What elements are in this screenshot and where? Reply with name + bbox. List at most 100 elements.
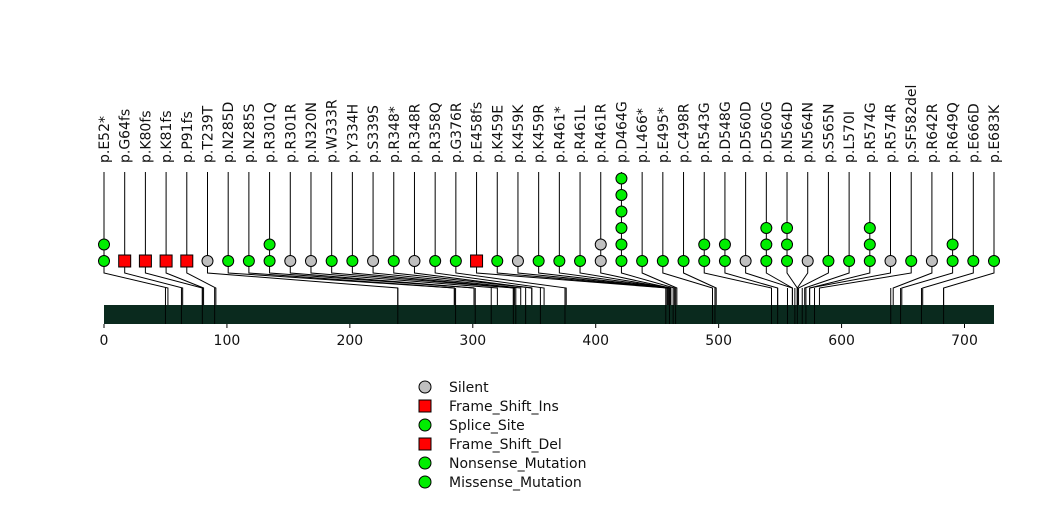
mutation-marker-square [470, 254, 484, 268]
connector-line [922, 261, 974, 305]
x-tick-label: 400 [582, 333, 609, 349]
mutation-marker-circle [822, 255, 835, 267]
mutation-marker-circle [98, 238, 110, 251]
x-tick-label: 0 [100, 333, 109, 349]
mutation-marker-circle [760, 238, 773, 251]
mutation-label: p.R461L [573, 105, 589, 163]
connector-lines [103, 261, 995, 305]
mutation-label: p.R543G [697, 102, 713, 163]
mutation-marker-circle [242, 255, 255, 267]
mutation-label: p.R649Q [946, 102, 962, 163]
mutation-label: p.N285D [221, 102, 237, 163]
mutation-label: p.L570I [842, 111, 858, 163]
legend-label: Frame_Shift_Ins [449, 399, 559, 415]
mutation-label: p.N285S [242, 103, 258, 163]
mutation-label: p.R348R [407, 103, 423, 163]
mutation-label: p.R301Q [263, 102, 279, 163]
mutation-label: p.R461R [594, 103, 610, 163]
mutation-label: p.R348* [387, 106, 403, 163]
mutation-marker-circle [863, 238, 876, 251]
mutation-label: p.N564N [801, 102, 817, 163]
mutation-marker-circle [946, 255, 959, 267]
mutation-marker-circle [967, 255, 980, 267]
mutation-label: p.N320N [304, 102, 320, 163]
connector-line [745, 261, 793, 305]
connector-line [818, 261, 912, 305]
mutation-marker-circle [429, 255, 442, 267]
mutation-label: p.E666D [966, 103, 982, 163]
mutation-marker-circle [263, 238, 276, 251]
mutation-label: p.R358Q [428, 102, 444, 163]
mutation-marker-circle [698, 238, 711, 251]
mutation-marker-circle [677, 255, 690, 267]
connector-line [227, 261, 455, 305]
mutation-label: p.D560D [739, 101, 755, 163]
mutation-label: p.G376R [449, 102, 465, 163]
legend-label: Frame_Shift_Del [449, 437, 562, 453]
mutation-marker-circle [718, 255, 731, 267]
mutation-marker-square [118, 254, 132, 268]
mutation-marker-circle [760, 222, 773, 234]
mutation-label: p.K80fs [138, 110, 154, 163]
mutation-marker-circle [449, 255, 462, 267]
mutation-marker-circle [553, 255, 566, 267]
mutation-label: p.G64fs [118, 109, 134, 163]
legend-label: Missense_Mutation [449, 475, 582, 491]
mutation-label: p.D560G [759, 101, 775, 163]
mutation-label: p.S565N [821, 104, 837, 163]
lollipop-stems [103, 172, 995, 261]
mutation-marker-circle [615, 205, 628, 218]
mutation-marker-circle [739, 255, 752, 267]
connector-line [798, 261, 829, 305]
legend-swatch-circle [418, 456, 432, 470]
connector-line [144, 261, 203, 305]
connector-line [901, 261, 954, 305]
mutation-label: p.SF582del [904, 85, 920, 163]
mutation-marker-circle [884, 255, 897, 267]
mutation-marker-circle [988, 255, 1000, 267]
mutation-marker-circle [925, 255, 938, 267]
mutation-label: p.K81fs [159, 110, 175, 163]
legend-swatch-circle [418, 380, 432, 394]
mutation-marker-square [159, 254, 173, 268]
mutation-marker-circle [491, 255, 504, 267]
mutation-label: p.T239T [200, 105, 216, 163]
mutation-marker-circle [843, 255, 856, 267]
mutation-marker-circle [387, 255, 400, 267]
mutation-marker-circle [201, 255, 214, 267]
connector-line [206, 261, 399, 305]
connector-line [943, 261, 995, 305]
x-tick-label: 700 [951, 333, 978, 349]
mutation-marker-circle [594, 238, 607, 251]
mutation-label: p.R574R [884, 103, 900, 163]
x-tick-label: 100 [214, 333, 241, 349]
mutation-marker-circle [781, 222, 794, 234]
mutation-marker-circle [346, 255, 359, 267]
x-tick-label: 500 [705, 333, 732, 349]
legend-swatch-circle [418, 475, 432, 489]
mutation-label: p.P91fs [180, 111, 196, 163]
mutation-label: p.W333R [325, 99, 341, 163]
legend-swatch-square [418, 437, 432, 451]
connector-line [124, 261, 184, 305]
mutation-labels: p.E52* p.G64fs p.K80fs p.K81fs p.P91fs p.T239… [97, 85, 1003, 163]
mutation-marker-circle [304, 255, 317, 267]
mutation-marker-circle [718, 238, 731, 251]
mutation-marker-circle [863, 222, 876, 234]
mutation-label: p.E458fs [470, 102, 486, 163]
mutation-label: p.E495* [656, 107, 672, 163]
mutation-label: p.D464G [614, 101, 630, 163]
mutation-marker-circle [781, 238, 794, 251]
mutation-label: p.R574G [863, 102, 879, 163]
legend-label: Nonsense_Mutation [449, 456, 586, 472]
mutation-label: p.C498R [677, 103, 693, 163]
mutation-marker-circle [615, 238, 628, 251]
protein-bar [104, 305, 994, 324]
legend-label: Splice_Site [449, 418, 525, 434]
x-tick-label: 300 [459, 333, 486, 349]
connector-line [892, 261, 933, 305]
mutation-marker-circle [408, 255, 421, 267]
mutation-label: p.L466* [635, 108, 651, 163]
mutation-marker-circle [615, 172, 628, 185]
